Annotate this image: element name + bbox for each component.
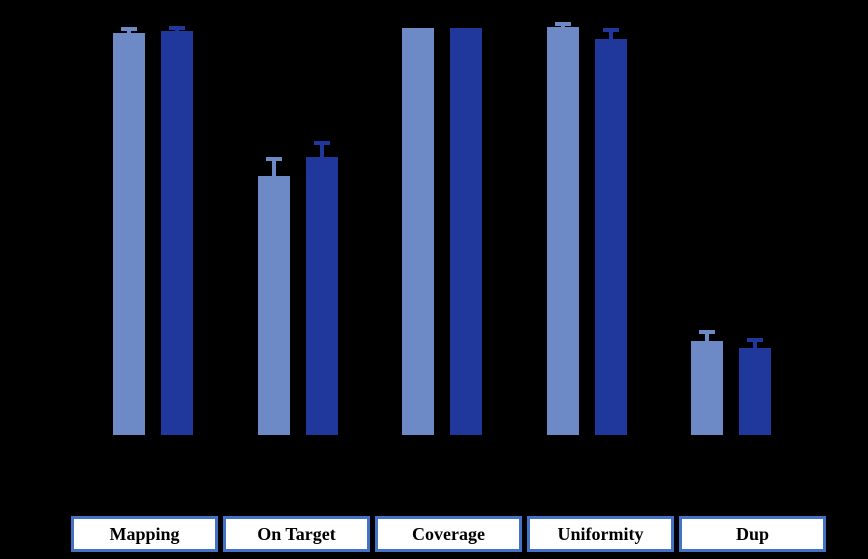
bar-dark-blue-series-mapping <box>161 31 193 435</box>
category-label-row: Mapping On Target Coverage Uniformity Du… <box>71 516 826 552</box>
error-bar-cap-light-blue-series-uniformity <box>555 21 571 26</box>
category-label-on-target: On Target <box>223 516 370 552</box>
bar-dark-blue-series-on-target <box>306 157 338 435</box>
bar-dark-blue-series-uniformity <box>595 38 627 435</box>
error-bar-stem-light-blue-series-dup <box>705 333 709 342</box>
error-bar-stem-light-blue-series-on-target <box>272 160 276 176</box>
error-bar-stem-dark-blue-series-mapping <box>175 28 179 32</box>
error-bar-stem-dark-blue-series-uniformity <box>609 31 613 39</box>
category-label-uniformity: Uniformity <box>527 516 674 552</box>
bar-light-blue-series-mapping <box>113 32 145 435</box>
error-bar-cap-light-blue-series-on-target <box>266 157 282 161</box>
bar-light-blue-series-uniformity <box>547 27 579 435</box>
category-label-mapping: Mapping <box>71 516 218 552</box>
error-bar-cap-light-blue-series-mapping <box>121 27 137 32</box>
bar-light-blue-series-coverage <box>402 27 434 435</box>
error-bar-stem-dark-blue-series-on-target <box>320 144 324 158</box>
error-bar-cap-light-blue-series-dup <box>699 330 715 334</box>
error-bar-cap-dark-blue-series-mapping <box>169 25 185 30</box>
error-bar-stem-light-blue-series-mapping <box>127 30 131 33</box>
bar-light-blue-series-dup <box>691 341 723 435</box>
bar-dark-blue-series-dup <box>739 348 771 435</box>
bar-dark-blue-series-coverage <box>450 27 482 435</box>
bar-light-blue-series-on-target <box>258 175 290 435</box>
error-bar-stem-light-blue-series-uniformity <box>561 24 565 27</box>
category-label-dup: Dup <box>679 516 826 552</box>
category-label-coverage: Coverage <box>375 516 522 552</box>
error-bar-cap-dark-blue-series-on-target <box>314 141 330 146</box>
error-bar-cap-dark-blue-series-uniformity <box>603 28 619 33</box>
error-bar-cap-dark-blue-series-dup <box>747 338 763 343</box>
error-bar-stem-dark-blue-series-dup <box>753 341 757 349</box>
